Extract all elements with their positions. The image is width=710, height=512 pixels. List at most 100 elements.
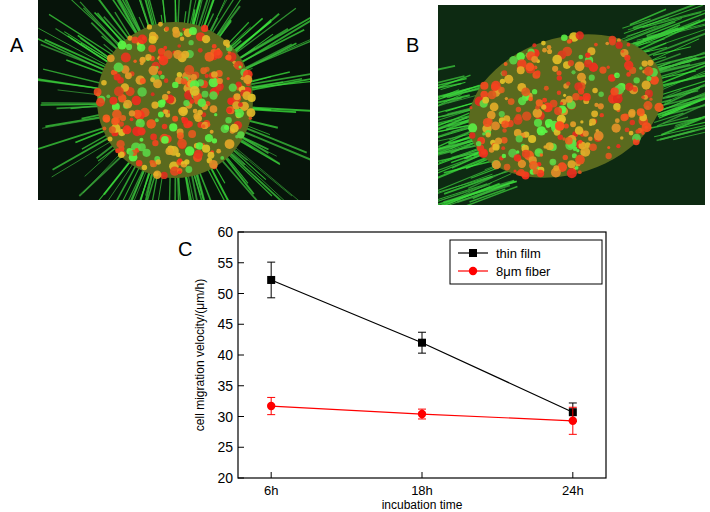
cell-dot [563,94,566,97]
cell-streak [621,26,657,40]
cell-dot [101,80,107,86]
cell-dot [544,86,549,91]
cell-dot [553,165,559,171]
cell-dot [565,137,573,145]
panel-label: A [10,34,24,56]
spheroid-body [97,22,253,178]
error-bar-cap [418,332,426,333]
cell-dot [589,75,595,81]
cell-dot [212,44,217,49]
cell-dot [136,160,143,167]
cell-dot [654,103,663,112]
cell-streak [657,131,695,141]
y-tick-label: 20 [217,470,233,486]
cell-dot [202,124,206,128]
cell-dot [578,170,582,174]
cell-dot [190,86,200,96]
cell-dot [234,61,243,70]
cell-dot [226,107,232,113]
cell-dot [114,87,124,97]
cell-dot [126,44,132,50]
cell-dot [495,137,502,144]
error-bar [418,409,426,419]
cell-dot [486,132,491,137]
cell-dot [577,73,586,82]
cell-dot [114,73,121,80]
cell-dot [594,43,598,47]
cell-streak [438,166,497,200]
cell-dot [605,42,609,46]
cell-dot [605,153,611,159]
cell-dot [208,152,215,159]
error-bar-cap [418,418,426,419]
cell-dot [193,109,198,114]
cell-dot [164,78,169,83]
cell-dot [109,126,116,133]
panel-label: C [178,238,192,260]
cell-dot [480,82,488,90]
cell-dot [111,118,119,126]
cell-dot [185,166,192,173]
cell-dot [594,131,604,141]
cell-dot [137,43,145,51]
cell-dot [177,44,181,48]
cell-dot [115,148,120,153]
cell-dot [181,51,189,59]
legend-box [450,240,602,284]
legend-label: thin film [496,246,541,261]
cell-dot [184,159,189,164]
cell-streak [45,116,107,126]
cell-dot [121,52,131,62]
cell-streak [624,5,703,33]
cell-streak [237,29,288,60]
cell-dot [235,109,244,118]
error-bar-cap [267,397,275,398]
cell-streak [438,94,462,116]
cell-dot [546,142,554,150]
error-bar-cap [569,407,577,408]
cell-dot [526,63,535,72]
y-tick [238,416,244,417]
y-tick-label: 25 [217,439,233,455]
cell-dot [177,132,184,139]
cell-dot [567,39,572,44]
cell-dot [564,123,569,128]
x-tick-label: 18h [411,483,433,498]
cell-dot [209,78,219,88]
cell-dot [635,136,640,141]
cell-streak [188,0,200,24]
cell-dot [197,110,203,116]
cell-dot [557,91,561,95]
cell-dot [642,80,651,89]
cell-streak [124,0,149,28]
cell-dot [173,50,182,59]
cell-dot [200,67,207,74]
micrograph [24,0,323,261]
cell-dot [644,67,653,76]
cell-dot [502,128,506,132]
y-tick-label: 45 [217,316,233,332]
cell-streak [41,102,104,104]
cell-dot [243,75,252,84]
cell-dot [543,145,547,149]
cell-dot [567,168,577,178]
cell-streak [468,169,511,189]
y-axis-title: cell migration velocity/(μm/h) [193,279,207,431]
cell-dot [609,39,616,46]
cell-dot [517,66,525,74]
cell-dot [650,76,659,85]
cell-dot [146,119,156,129]
cell-dot [132,96,141,105]
cell-dot [184,65,194,75]
cell-dot [180,37,185,42]
cell-dot [177,139,187,149]
cell-dot [205,134,213,142]
error-bar-cap [569,434,577,435]
cell-dot [576,149,579,152]
cell-dot [566,81,570,85]
cell-dot [620,114,628,122]
y-tick [238,324,244,325]
cell-dot [221,124,230,133]
cell-dot [140,57,146,63]
cell-dot [227,77,230,80]
